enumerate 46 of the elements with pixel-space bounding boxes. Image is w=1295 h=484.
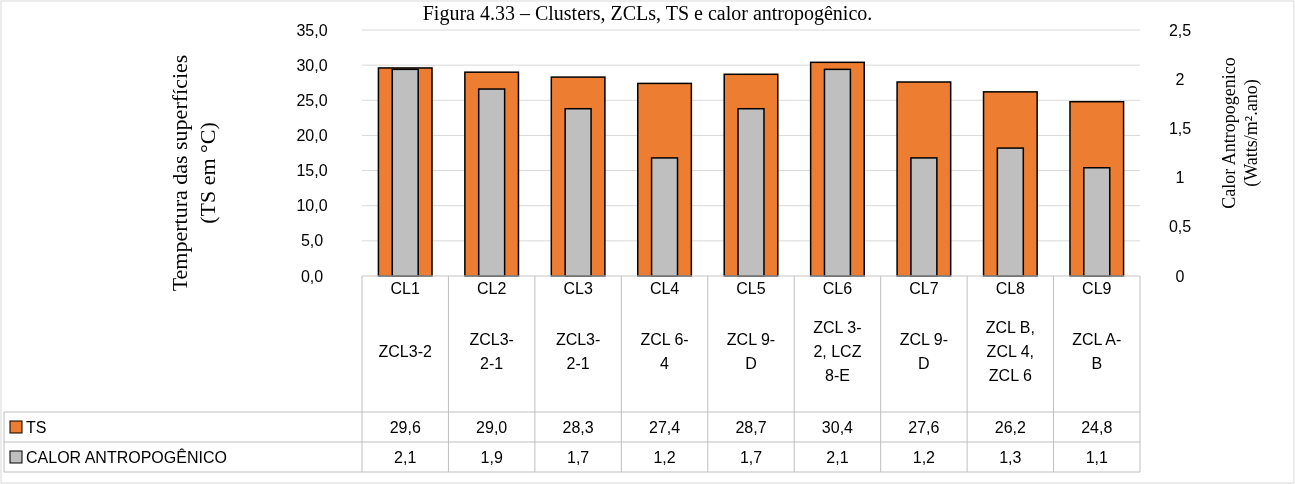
data-label: 28,3: [562, 418, 594, 436]
y-tick-label: 10,0: [296, 197, 328, 215]
chart-title: Figura 4.33 – Clusters, ZCLs, TS e calor antropogênico.: [422, 2, 873, 25]
category-label: CL9 ZCL A- B: [1072, 280, 1122, 372]
data-label: 1,2: [653, 448, 676, 466]
data-label: 30,4: [821, 418, 854, 436]
data-label: 1,7: [739, 448, 763, 466]
data-label: 26,2: [994, 418, 1027, 436]
legend-label: CALOR ANTROPOGÊNICO: [26, 447, 227, 466]
data-label: 1,2: [912, 448, 936, 466]
y-tick-label: 5,0: [300, 232, 324, 250]
data-label: 24,8: [1081, 418, 1113, 436]
y-tick-label: 30,0: [296, 56, 328, 74]
y2-tick-label: 2,5: [1168, 21, 1192, 39]
legend-label: TS: [26, 418, 47, 436]
category-label: CL3 ZCL3- 2-1: [555, 280, 601, 372]
y-tick-label: 25,0: [296, 91, 328, 109]
data-label: 2,1: [394, 448, 417, 466]
y2-axis-title: Calor Antropogenico (Watts/m².ano): [1219, 57, 1262, 209]
category-label: CL8 ZCL B, ZCL 4, ZCL 6: [985, 280, 1035, 384]
category-label: CL7 ZCL 9- D: [899, 280, 949, 372]
category-label: CL2 ZCL3- 2-1: [469, 280, 514, 372]
y2-tick-label: 0,5: [1168, 218, 1192, 236]
category-label: CL5 ZCL 9- D: [726, 280, 776, 372]
y-tick-label: 15,0: [296, 162, 328, 180]
data-label: 1,9: [480, 448, 503, 466]
y-tick-label: 20,0: [296, 127, 328, 145]
y2-tick-label: 2: [1175, 70, 1185, 88]
data-label: 27,6: [908, 418, 940, 436]
data-label: 27,4: [648, 418, 681, 436]
category-label: CL1 ZCL3-2: [378, 280, 432, 360]
data-label: 1,1: [1085, 448, 1108, 466]
data-label: 28,7: [735, 418, 767, 436]
y-axis-title: Tempertura das superfícies (TS em °C): [167, 54, 220, 292]
y-tick-label: 0,0: [300, 267, 324, 285]
y2-tick-label: 0: [1175, 267, 1185, 285]
data-label: 1,3: [999, 448, 1022, 466]
y2-tick-label: 1,5: [1168, 120, 1192, 137]
data-label: 1,7: [566, 448, 590, 466]
y-tick-label: 35,0: [296, 21, 328, 39]
data-label: 29,6: [389, 418, 421, 436]
y2-tick-label: 1: [1175, 169, 1185, 187]
category-label: CL4 ZCL 6- 4: [640, 280, 689, 372]
data-label: 2,1: [826, 448, 849, 466]
data-label: 29,0: [476, 418, 508, 436]
category-label: CL6 ZCL 3- 2, LCZ 8-E: [813, 280, 862, 384]
